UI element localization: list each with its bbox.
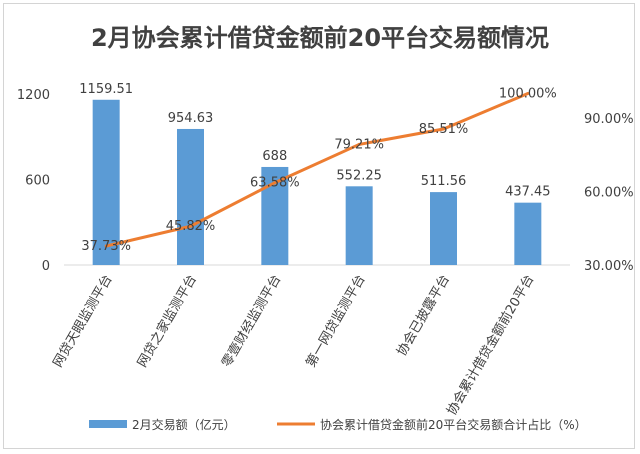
y-left-tick-label: 1200	[17, 88, 50, 103]
bar	[345, 186, 373, 265]
line-data-label: 79.21%	[334, 137, 384, 152]
line-point	[357, 142, 361, 146]
y-right-tick-label: 60.00%	[584, 186, 634, 201]
bar	[514, 202, 542, 265]
line-point	[189, 224, 192, 228]
line-data-label: 37.73%	[81, 239, 131, 254]
bar-data-label: 511.56	[421, 174, 467, 189]
category-label: 第一网贷监测平台	[304, 273, 369, 371]
legend-swatch-bars	[89, 420, 127, 428]
y-right-tick-label: 90.00%	[584, 112, 634, 127]
bar-data-label: 688	[262, 149, 287, 164]
line-series-path	[105, 92, 529, 248]
category-label: 网贷之家监测平台	[134, 272, 200, 370]
y-left-tick-label: 600	[25, 174, 50, 189]
line-data-label: 63.58%	[250, 176, 300, 191]
line-data-label: 85.51%	[419, 122, 469, 137]
y-right-tick-label: 30.00%	[584, 259, 634, 274]
bar-data-label: 437.45	[505, 185, 551, 200]
bar-data-label: 1159.51	[79, 82, 133, 97]
bar-data-label: 954.63	[168, 111, 214, 126]
category-label: 零壹财经监测平台	[219, 273, 284, 371]
bar-data-label: 552.25	[336, 168, 382, 183]
bar	[430, 192, 457, 265]
category-label: 协会累计借贷金额前20平台	[444, 272, 538, 418]
line-point	[273, 181, 277, 185]
line-point	[526, 92, 530, 95]
line-point	[442, 127, 445, 131]
y-left-tick-label: 0	[42, 259, 50, 274]
category-label: 网贷天眼监测平台	[51, 273, 116, 371]
legend-label-bars: 2月交易额（亿元）	[132, 417, 236, 432]
line-point	[104, 244, 108, 248]
chart-title: 2月协会累计借贷金额前20平台交易额情况	[91, 24, 549, 52]
bar	[92, 99, 120, 265]
line-data-label: 45.82%	[166, 219, 216, 234]
bar	[177, 128, 204, 265]
line-data-label: 100.00%	[499, 87, 557, 102]
legend-label-line: 协会累计借贷金额前20平台交易额合计占比（%）	[320, 417, 587, 432]
category-label: 协会已披露平台	[394, 273, 452, 359]
